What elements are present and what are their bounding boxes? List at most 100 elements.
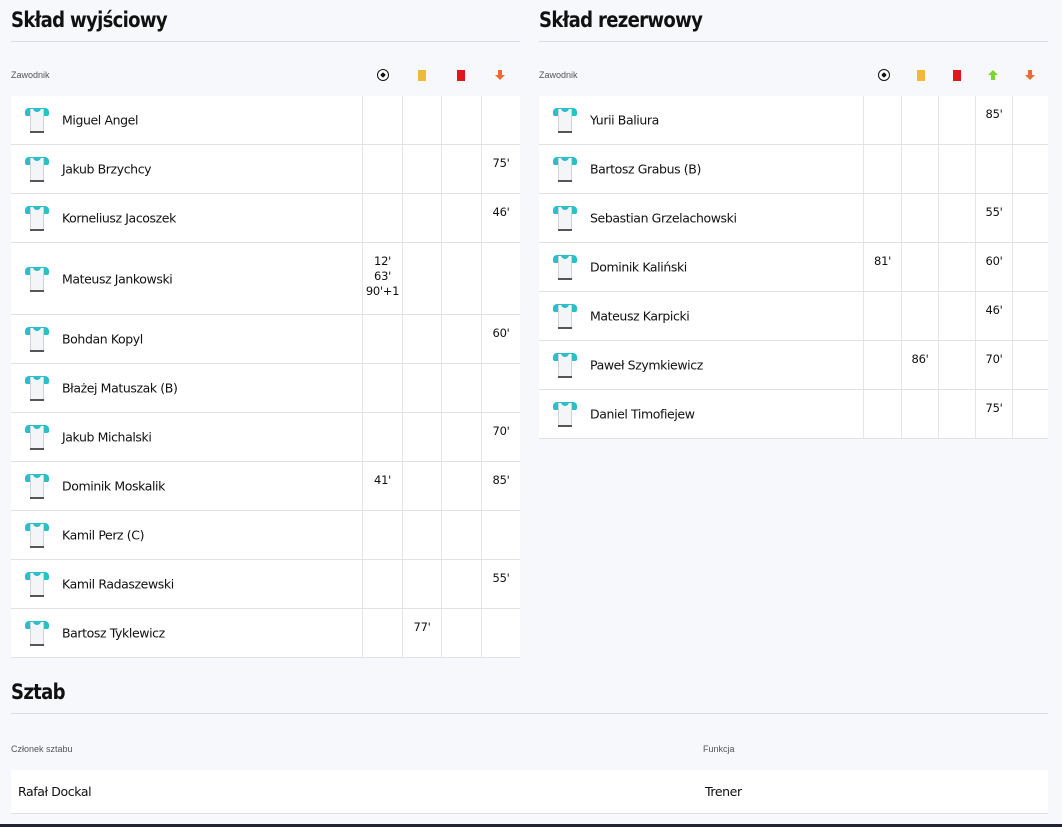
player-name[interactable]: Miguel Angel (62, 112, 139, 128)
player-name[interactable]: Paweł Szymkiewicz (590, 357, 703, 373)
player-row[interactable]: Korneliusz Jacoszek 46' (11, 194, 520, 243)
goals-cell (362, 560, 402, 608)
title-divider (11, 41, 520, 42)
player-row[interactable]: Bartosz Tyklewicz 77' (11, 609, 520, 658)
sub-out-cell: 70' (481, 413, 520, 461)
player-name[interactable]: Dominik Moskalik (62, 478, 165, 494)
bench-player-list: Yurii Baliura 85' Bartosz Grabus (B) Sebast… (539, 96, 1048, 439)
player-name[interactable]: Jakub Michalski (62, 429, 152, 445)
jersey-icon (25, 522, 49, 548)
player-row[interactable]: Kamil Radaszewski 55' (11, 560, 520, 609)
yellow-card-cell (402, 315, 441, 363)
goals-cell (863, 194, 901, 242)
jersey-icon (25, 156, 49, 182)
sub-in-cell: 55' (975, 194, 1012, 242)
player-row[interactable]: Paweł Szymkiewicz 86' 70' (539, 341, 1048, 390)
yellow-card-cell (402, 413, 441, 461)
goals-cell: 41' (362, 462, 402, 510)
player-name[interactable]: Kamil Radaszewski (62, 576, 174, 592)
red-card-cell (441, 145, 481, 193)
player-name[interactable]: Korneliusz Jacoszek (62, 210, 176, 226)
jersey-icon (25, 424, 49, 450)
sub-in-arrow-icon (986, 68, 1000, 82)
player-row[interactable]: Mateusz Jankowski 12' 63' 90'+1 (11, 243, 520, 315)
yellow-card-cell (402, 560, 441, 608)
red-card-cell (441, 462, 481, 510)
sub-in-cell: 46' (975, 292, 1012, 340)
goals-cell: 12' 63' 90'+1 (362, 243, 402, 314)
yellow-card-cell (901, 292, 938, 340)
player-name[interactable]: Bartosz Tyklewicz (62, 625, 165, 641)
player-row[interactable]: Jakub Brzychcy 75' (11, 145, 520, 194)
sub-out-arrow-icon (493, 68, 507, 82)
yellow-card-cell (402, 511, 441, 559)
player-row[interactable]: Yurii Baliura 85' (539, 96, 1048, 145)
red-card-cell (938, 390, 975, 438)
sub-out-cell: 60' (481, 315, 520, 363)
yellow-card-cell (402, 243, 441, 314)
goals-cell (863, 96, 901, 144)
yellow-card-cell: 77' (402, 609, 441, 657)
player-row[interactable]: Bohdan Kopyl 60' (11, 315, 520, 364)
red-card-cell (938, 145, 975, 193)
jersey-icon (25, 107, 49, 133)
sub-out-arrow-icon (1023, 68, 1037, 82)
yellow-card-cell (402, 364, 441, 412)
sub-out-cell (481, 364, 520, 412)
player-column-label: Zawodnik (11, 70, 50, 80)
goals-cell (362, 145, 402, 193)
player-row[interactable]: Sebastian Grzelachowski 55' (539, 194, 1048, 243)
staff-section: Sztab Członek sztabu Funkcja Rafał Docka… (11, 678, 1048, 814)
player-name[interactable]: Błażej Matuszak (B) (62, 380, 178, 396)
staff-list: Rafał Dockal Trener (11, 770, 1048, 814)
goals-cell: 81' (863, 243, 901, 291)
player-row[interactable]: Dominik Moskalik 41' 85' (11, 462, 520, 511)
player-row[interactable]: Daniel Timofiejew 75' (539, 390, 1048, 439)
player-name[interactable]: Jakub Brzychcy (62, 161, 152, 177)
red-card-cell (938, 243, 975, 291)
sub-out-cell: 75' (481, 145, 520, 193)
title-divider (539, 41, 1048, 42)
red-card-icon (454, 68, 468, 82)
title-divider (11, 713, 1048, 714)
player-name[interactable]: Daniel Timofiejew (590, 406, 695, 422)
goals-cell (863, 390, 901, 438)
player-row[interactable]: Miguel Angel (11, 96, 520, 145)
player-column-label: Zawodnik (539, 70, 578, 80)
yellow-card-cell (901, 243, 938, 291)
bench-section: Skład rezerwowy Zawodnik Yurii Baliura 85… (539, 6, 1048, 439)
goals-cell (863, 145, 901, 193)
red-card-cell (441, 315, 481, 363)
staff-title: Sztab (11, 680, 66, 704)
goals-cell (362, 511, 402, 559)
player-row[interactable]: Dominik Kaliński 81' 60' (539, 243, 1048, 292)
player-name[interactable]: Mateusz Jankowski (62, 271, 173, 286)
player-name[interactable]: Bartosz Grabus (B) (590, 161, 701, 177)
yellow-card-cell (402, 462, 441, 510)
sub-out-cell (1012, 292, 1048, 340)
player-row[interactable]: Mateusz Karpicki 46' (539, 292, 1048, 341)
player-row[interactable]: Błażej Matuszak (B) (11, 364, 520, 413)
player-row[interactable]: Bartosz Grabus (B) (539, 145, 1048, 194)
player-name[interactable]: Sebastian Grzelachowski (590, 210, 737, 226)
sub-out-cell (1012, 194, 1048, 242)
yellow-card-cell (901, 145, 938, 193)
sub-out-cell: 46' (481, 194, 520, 242)
player-name[interactable]: Bohdan Kopyl (62, 331, 143, 347)
sub-out-cell (481, 243, 520, 314)
sub-in-cell: 85' (975, 96, 1012, 144)
staff-row[interactable]: Rafał Dockal Trener (11, 770, 1048, 814)
player-name[interactable]: Yurii Baliura (590, 112, 659, 128)
player-row[interactable]: Kamil Perz (C) (11, 511, 520, 560)
sub-in-cell: 60' (975, 243, 1012, 291)
red-card-cell (441, 194, 481, 242)
player-row[interactable]: Jakub Michalski 70' (11, 413, 520, 462)
staff-member-column-label: Członek sztabu (11, 744, 73, 754)
player-name[interactable]: Mateusz Karpicki (590, 308, 690, 324)
player-name[interactable]: Kamil Perz (C) (62, 527, 145, 543)
staff-member-name[interactable]: Rafał Dockal (18, 784, 92, 799)
yellow-card-cell (402, 96, 441, 144)
red-card-icon (950, 68, 964, 82)
jersey-icon (25, 326, 49, 352)
player-name[interactable]: Dominik Kaliński (590, 259, 687, 275)
